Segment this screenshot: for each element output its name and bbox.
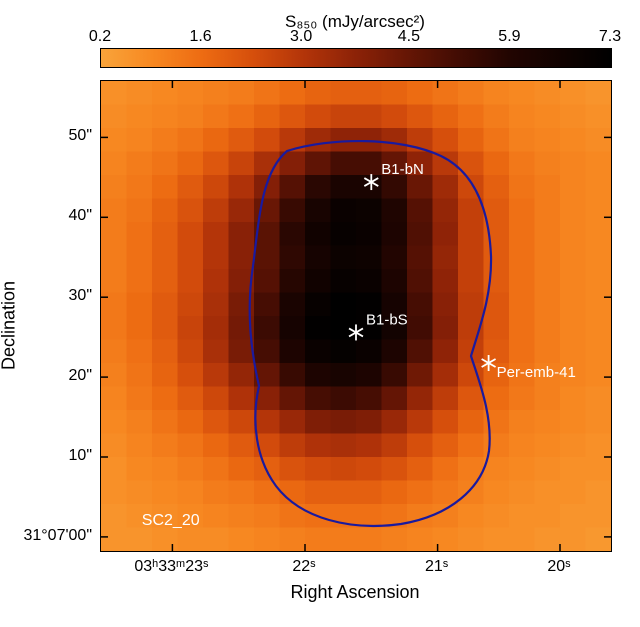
y-tick-label: 40" [69, 207, 92, 225]
colorbar-title: S₈₅₀ (mJy/arcsec²) [100, 12, 610, 32]
x-tick-label: 22ˢ [292, 558, 315, 576]
colorbar-tick-label: 1.6 [189, 28, 211, 46]
colorbar-tick-label: 4.5 [398, 28, 420, 46]
plot-area: B1-bNB1-bSPer-emb-41SC2_20 [100, 80, 612, 552]
colorbar-tick-label: 0.2 [89, 28, 111, 46]
heatmap-canvas [101, 81, 611, 551]
colorbar-tick-label: 7.3 [599, 28, 621, 46]
x-tick-label: 20ˢ [547, 558, 570, 576]
colorbar [100, 48, 612, 68]
y-tick-label: 50" [69, 127, 92, 145]
y-axis-label: Declination [0, 281, 20, 370]
y-tick-label: 20" [69, 367, 92, 385]
colorbar-tick-label: 3.0 [290, 28, 312, 46]
x-tick-label: 21ˢ [425, 558, 448, 576]
x-tick-label: 03ʰ33ᵐ23ˢ [134, 558, 208, 576]
figure-root: S₈₅₀ (mJy/arcsec²) 0.2 1.6 3.0 4.5 5.9 7.3 B1… [0, 0, 640, 627]
y-tick-label: 31°07'00" [23, 527, 92, 545]
colorbar-gradient [101, 49, 611, 67]
y-tick-label: 30" [69, 287, 92, 305]
colorbar-tick-row: 0.21.63.04.55.97.3 [100, 30, 610, 48]
colorbar-tick-label: 5.9 [498, 28, 520, 46]
y-tick-label: 10" [69, 447, 92, 465]
x-axis: Right Ascension 03ʰ33ᵐ23ˢ 22ˢ 21ˢ 20ˢ [100, 550, 610, 610]
x-axis-label: Right Ascension [100, 582, 610, 603]
